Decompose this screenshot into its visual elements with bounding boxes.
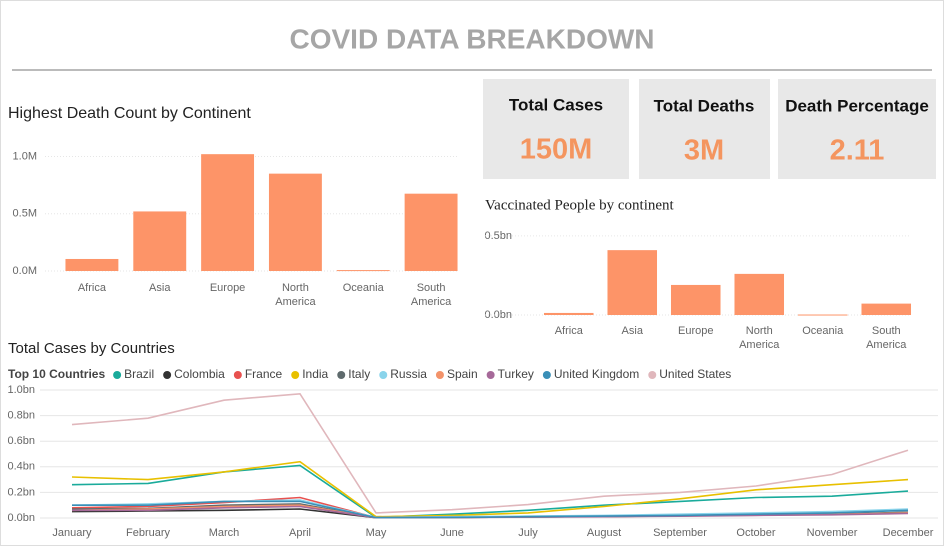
bar <box>670 284 721 315</box>
card-label: Total Cases <box>509 95 603 114</box>
legend-marker <box>163 371 172 379</box>
bar <box>201 154 255 271</box>
legend-marker <box>542 371 551 379</box>
y-tick-label: 0.8bn <box>7 410 35 422</box>
y-tick-label: 0.6bn <box>7 435 35 447</box>
card-label: Death Percentage <box>785 96 929 115</box>
x-tick-label: Oceania <box>343 282 385 294</box>
x-tick-label: North America <box>275 282 316 308</box>
legend-label: Colombia <box>174 367 225 381</box>
legend-label: France <box>245 367 283 381</box>
legend-label: India <box>302 367 328 381</box>
series-line <box>72 500 909 519</box>
legend-label: Russia <box>390 367 427 381</box>
x-tick-label: Oceania <box>802 325 844 337</box>
x-tick-label: Europe <box>210 282 245 294</box>
y-tick-label: 0.5bn <box>484 230 512 242</box>
card <box>483 79 629 179</box>
x-tick-label: Africa <box>555 325 584 337</box>
y-tick-label: 0.4bn <box>7 461 35 473</box>
bar <box>65 258 119 271</box>
chart-title: Total Cases by Countries <box>8 340 175 357</box>
bar <box>543 312 594 315</box>
x-tick-label: Europe <box>678 325 713 337</box>
x-tick-label: September <box>653 527 707 539</box>
legend-marker <box>435 371 444 379</box>
x-tick-label: January <box>52 527 92 539</box>
x-tick-label: April <box>289 527 311 539</box>
series-line <box>71 460 909 518</box>
x-tick-label: February <box>126 527 171 539</box>
legend-label: Italy <box>348 367 370 381</box>
card-value: 3M <box>684 135 724 167</box>
bar <box>734 273 785 315</box>
bar <box>404 193 458 271</box>
legend-title: Top 10 Countries <box>8 367 105 381</box>
legend-marker <box>233 371 242 379</box>
legend-label: United Kingdom <box>554 367 639 381</box>
card-value: 2.11 <box>830 135 885 167</box>
chart-title: Vaccinated People by continent <box>485 197 675 213</box>
legend-marker <box>113 371 122 379</box>
card <box>639 79 770 179</box>
x-tick-label: July <box>518 527 538 539</box>
card-value: 150M <box>520 134 593 166</box>
y-tick-label: 0.0bn <box>7 512 35 524</box>
x-tick-label: Asia <box>149 282 171 294</box>
x-tick-label: South America <box>866 325 907 351</box>
legend-label: Spain <box>447 367 478 381</box>
x-tick-label: November <box>807 527 858 539</box>
bar <box>268 173 322 271</box>
legend-label: United States <box>659 367 731 381</box>
x-tick-label: Africa <box>78 282 107 294</box>
x-tick-label: August <box>587 527 621 539</box>
bar <box>336 270 390 272</box>
legend-marker <box>648 371 657 379</box>
legend-marker <box>486 371 495 379</box>
bar <box>133 211 187 271</box>
x-tick-label: South America <box>411 282 452 308</box>
x-tick-label: December <box>883 527 934 539</box>
y-tick-label: 0.2bn <box>7 486 35 498</box>
y-tick-label: 0.0M <box>13 265 37 277</box>
chart-title: Highest Death Count by Continent <box>8 105 251 122</box>
bar <box>607 250 658 315</box>
y-tick-label: 0.5M <box>13 208 37 220</box>
legend-marker <box>337 371 346 379</box>
series-line <box>71 392 909 514</box>
legend-label: Brazil <box>124 367 154 381</box>
x-tick-label: June <box>440 527 464 539</box>
y-tick-label: 0.0bn <box>484 309 512 321</box>
x-tick-label: March <box>209 527 240 539</box>
page-title: COVID DATA BREAKDOWN <box>289 23 654 54</box>
legend-marker <box>291 371 300 379</box>
x-tick-label: May <box>366 527 387 539</box>
card <box>778 79 936 179</box>
x-tick-label: Asia <box>622 325 644 337</box>
x-tick-label: North America <box>739 325 780 351</box>
card-label: Total Deaths <box>654 96 755 115</box>
bar <box>861 303 912 315</box>
y-tick-label: 1.0M <box>13 150 37 162</box>
legend-marker <box>379 371 388 379</box>
x-tick-label: October <box>736 527 775 539</box>
legend-label: Turkey <box>498 367 534 381</box>
bar <box>797 314 848 316</box>
y-tick-label: 1.0bn <box>7 384 35 396</box>
